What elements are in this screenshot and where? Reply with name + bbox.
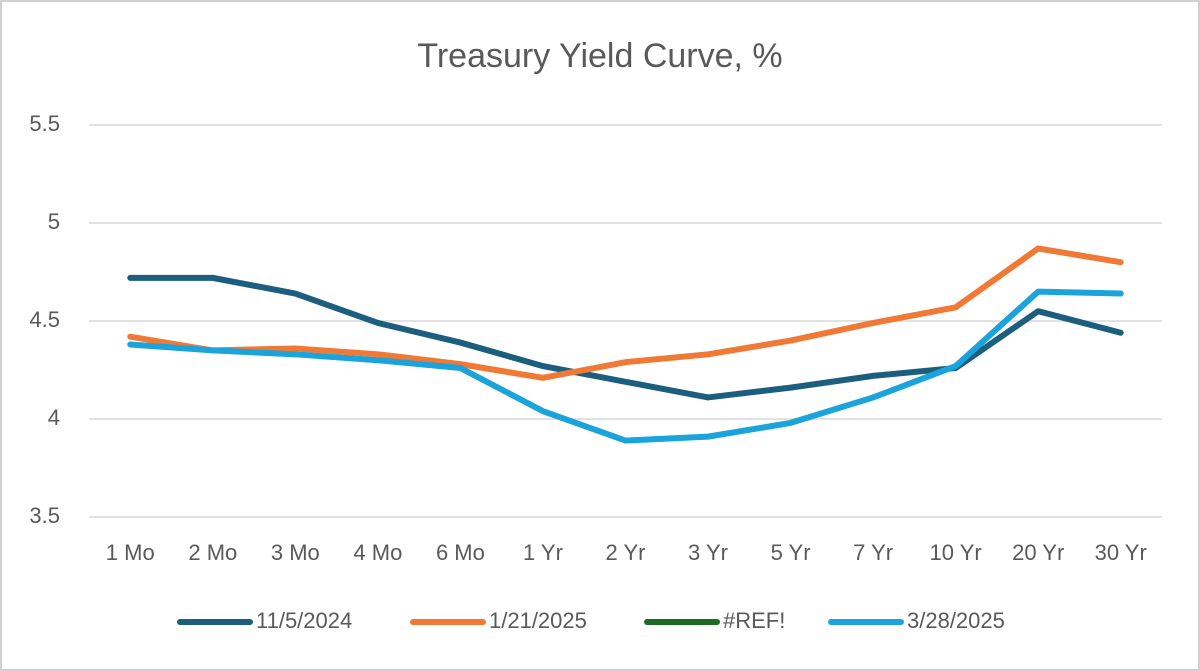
x-tick-label: 4 Mo [353, 540, 402, 565]
x-tick-label: 20 Yr [1012, 540, 1064, 565]
y-tick-label: 5.5 [29, 111, 60, 136]
x-tick-label: 6 Mo [436, 540, 485, 565]
x-tick-label: 2 Mo [188, 540, 237, 565]
x-tick-label: 2 Yr [606, 540, 646, 565]
x-tick-label: 7 Yr [853, 540, 893, 565]
x-tick-label: 10 Yr [930, 540, 982, 565]
legend-label: 1/21/2025 [489, 608, 587, 633]
y-tick-label: 5 [48, 209, 60, 234]
legend-label: #REF! [723, 608, 785, 633]
series-line [127, 245, 1124, 381]
x-tick-label: 5 Yr [771, 540, 811, 565]
x-tick-label: 30 Yr [1095, 540, 1147, 565]
chart-title: Treasury Yield Curve, % [417, 37, 782, 75]
x-tick-label: 3 Mo [271, 540, 320, 565]
x-tick-label: 3 Yr [688, 540, 728, 565]
legend-label: 11/5/2024 [256, 608, 352, 633]
y-tick-label: 4.5 [29, 307, 60, 332]
x-tick-label: 1 Mo [106, 540, 155, 565]
legend-label: 3/28/2025 [907, 608, 1005, 633]
y-tick-label: 3.5 [29, 503, 60, 528]
y-tick-label: 4 [48, 405, 60, 430]
x-tick-label: 1 Yr [523, 540, 563, 565]
series-line [127, 288, 1124, 444]
